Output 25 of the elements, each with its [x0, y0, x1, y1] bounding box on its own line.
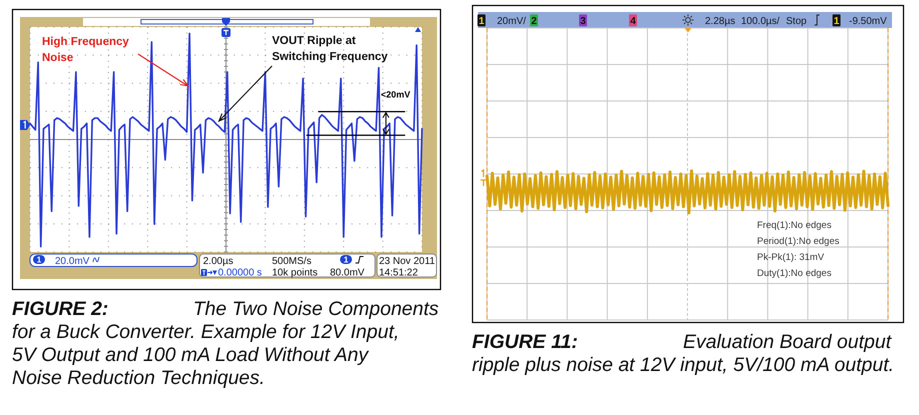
- text: 20.0mV: [55, 256, 90, 267]
- text: 20mV/: [497, 16, 526, 27]
- text: 100.0µs/: [741, 16, 780, 27]
- text: -9.50mV: [849, 16, 888, 27]
- text: 4: [630, 16, 636, 27]
- annotation: High Frequency Noise: [42, 36, 130, 64]
- text: 1: [478, 16, 485, 27]
- text: 2: [531, 16, 538, 27]
- text: 1: [344, 254, 349, 264]
- text: Stop: [786, 16, 808, 27]
- text: 23 Nov 2011: [379, 256, 436, 267]
- text: 2.28µs: [705, 16, 736, 27]
- text: FIGURE 11:: [472, 331, 578, 353]
- text: 14:51:22: [379, 268, 418, 278]
- text: 1: [36, 254, 42, 264]
- text: 10k points: [272, 268, 318, 278]
- text: 0.00000 s: [218, 268, 262, 278]
- text: FIGURE 2:: [12, 298, 108, 320]
- text: 2.00µs: [203, 256, 234, 267]
- ref-line-label: <20mV: [380, 90, 410, 100]
- text: 3: [580, 16, 586, 27]
- annotation: VOUT Ripple at Switching Frequency: [272, 35, 388, 63]
- text: 80.0mV: [330, 268, 365, 278]
- text: 1: [834, 16, 840, 27]
- text: 500MS/s: [272, 256, 312, 267]
